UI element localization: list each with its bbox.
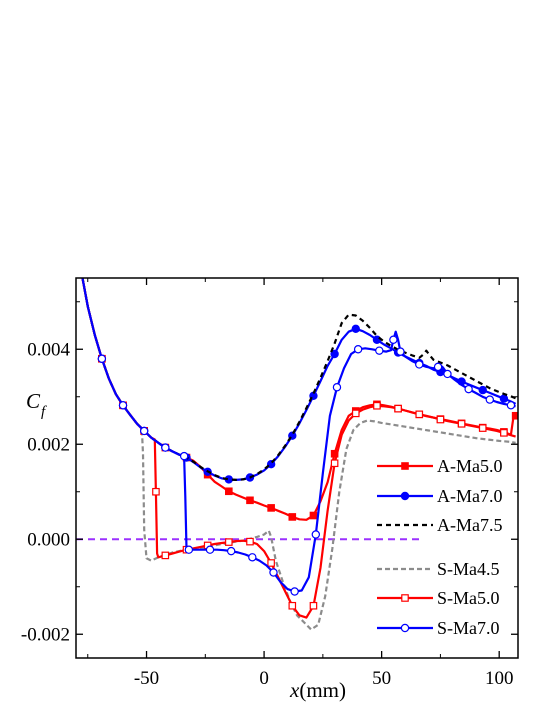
data-point-a-ma7-0 bbox=[478, 385, 487, 395]
legend-label: S-Ma7.0 bbox=[437, 618, 500, 638]
data-point-s-ma5-0 bbox=[351, 409, 360, 418]
legend-label: A-Ma7.0 bbox=[437, 486, 503, 506]
legend-marker bbox=[401, 462, 409, 470]
x-axis-title: x(mm) bbox=[289, 678, 346, 702]
legend-marker bbox=[401, 594, 409, 602]
x-tick-label: -50 bbox=[134, 668, 159, 689]
data-point-a-ma7-0 bbox=[499, 394, 509, 403]
x-tick-label: 0 bbox=[259, 668, 269, 689]
data-point-s-ma7-0 bbox=[77, 265, 84, 272]
legend-label: A-Ma7.5 bbox=[437, 515, 503, 535]
data-point-a-ma5-0 bbox=[78, 265, 84, 271]
legend: A-Ma5.0 A-Ma7.0 A-Ma7.5 S-Ma4.5 S-Ma5.0 S-Ma7… bbox=[377, 456, 503, 638]
data-point-a-ma5-0 bbox=[511, 411, 518, 420]
data-point-s-ma7-0 bbox=[443, 369, 452, 379]
y-tick-label: 0.002 bbox=[27, 434, 70, 455]
legend-marker bbox=[400, 491, 410, 501]
y-tick-label: 0.000 bbox=[27, 529, 70, 550]
series-s-ma4-5 bbox=[81, 278, 516, 631]
y-tick-label: -0.002 bbox=[21, 624, 70, 645]
data-point-s-ma5-0 bbox=[330, 459, 339, 468]
legend-item-s-ma7-0: S-Ma7.0 bbox=[377, 618, 500, 638]
data-point-s-ma5-0 bbox=[78, 265, 84, 271]
data-point-s-ma7-0 bbox=[396, 347, 405, 356]
data-point-s-ma7-0 bbox=[118, 401, 128, 410]
series-line-s-ma4-5 bbox=[81, 278, 516, 631]
data-point-s-ma5-0 bbox=[457, 420, 466, 428]
data-point-a-ma5-0 bbox=[288, 513, 297, 521]
data-point-s-ma7-0 bbox=[311, 530, 321, 539]
data-point-s-ma7-0 bbox=[184, 545, 194, 554]
data-point-s-ma7-0 bbox=[353, 345, 363, 354]
legend-item-s-ma5-0: S-Ma5.0 bbox=[377, 588, 500, 608]
legend-item-a-ma7-5: A-Ma7.5 bbox=[377, 515, 503, 535]
data-point-s-ma5-0 bbox=[225, 538, 233, 546]
data-point-s-ma7-0 bbox=[485, 395, 494, 404]
legend-item-a-ma7-0: A-Ma7.0 bbox=[377, 486, 503, 506]
x-tick-label: 100 bbox=[485, 668, 514, 689]
y-axis-title: Cf bbox=[26, 389, 47, 420]
data-point-s-ma7-0 bbox=[179, 451, 189, 461]
legend-item-s-ma4-5: S-Ma4.5 bbox=[377, 559, 500, 579]
data-point-s-ma5-0 bbox=[267, 559, 275, 567]
data-point-s-ma7-0 bbox=[226, 546, 236, 556]
data-point-s-ma7-0 bbox=[205, 545, 215, 554]
data-point-s-ma5-0 bbox=[373, 401, 381, 410]
data-point-s-ma5-0 bbox=[152, 487, 160, 496]
data-point-s-ma7-0 bbox=[464, 384, 473, 394]
y-tick-label: 0.004 bbox=[27, 339, 70, 360]
data-point-s-ma5-0 bbox=[478, 424, 487, 432]
data-point-s-ma5-0 bbox=[246, 537, 254, 546]
data-point-s-ma7-0 bbox=[506, 401, 516, 410]
legend-label: A-Ma5.0 bbox=[437, 456, 503, 476]
data-point-s-ma7-0 bbox=[97, 354, 107, 363]
data-point-s-ma7-0 bbox=[415, 360, 424, 369]
data-point-s-ma7-0 bbox=[161, 443, 170, 452]
data-point-s-ma5-0 bbox=[309, 601, 318, 610]
series-line-a-ma5-0 bbox=[81, 278, 517, 521]
data-point-a-ma7-0 bbox=[77, 265, 84, 272]
data-point-a-ma7-0 bbox=[330, 349, 339, 359]
data-point-s-ma7-0 bbox=[433, 362, 443, 372]
data-point-a-ma5-0 bbox=[225, 487, 233, 496]
legend-label: S-Ma5.0 bbox=[437, 588, 500, 608]
data-point-s-ma5-0 bbox=[415, 410, 424, 419]
x-tick-label: 50 bbox=[372, 668, 391, 689]
data-point-s-ma7-0 bbox=[332, 383, 342, 392]
plot-frame bbox=[75, 277, 519, 659]
data-point-s-ma5-0 bbox=[436, 415, 445, 424]
series-s-ma7-0 bbox=[77, 265, 516, 596]
data-point-s-ma7-0 bbox=[375, 346, 384, 355]
data-point-a-ma5-0 bbox=[309, 511, 318, 520]
data-point-s-ma5-0 bbox=[500, 429, 508, 437]
data-point-s-ma7-0 bbox=[290, 587, 299, 596]
legend-label: S-Ma4.5 bbox=[437, 559, 500, 579]
data-point-s-ma7-0 bbox=[269, 568, 278, 577]
data-point-s-ma5-0 bbox=[288, 601, 297, 610]
data-point-s-ma5-0 bbox=[161, 551, 170, 560]
data-point-a-ma5-0 bbox=[246, 496, 254, 505]
data-point-a-ma5-0 bbox=[267, 504, 275, 512]
legend-marker bbox=[400, 623, 410, 633]
data-point-s-ma7-0 bbox=[248, 553, 257, 562]
data-point-a-ma7-0 bbox=[351, 324, 360, 334]
data-point-s-ma7-0 bbox=[139, 426, 149, 436]
legend-item-a-ma5-0: A-Ma5.0 bbox=[377, 456, 503, 476]
data-point-s-ma7-0 bbox=[389, 335, 398, 344]
data-point-s-ma5-0 bbox=[394, 404, 402, 413]
